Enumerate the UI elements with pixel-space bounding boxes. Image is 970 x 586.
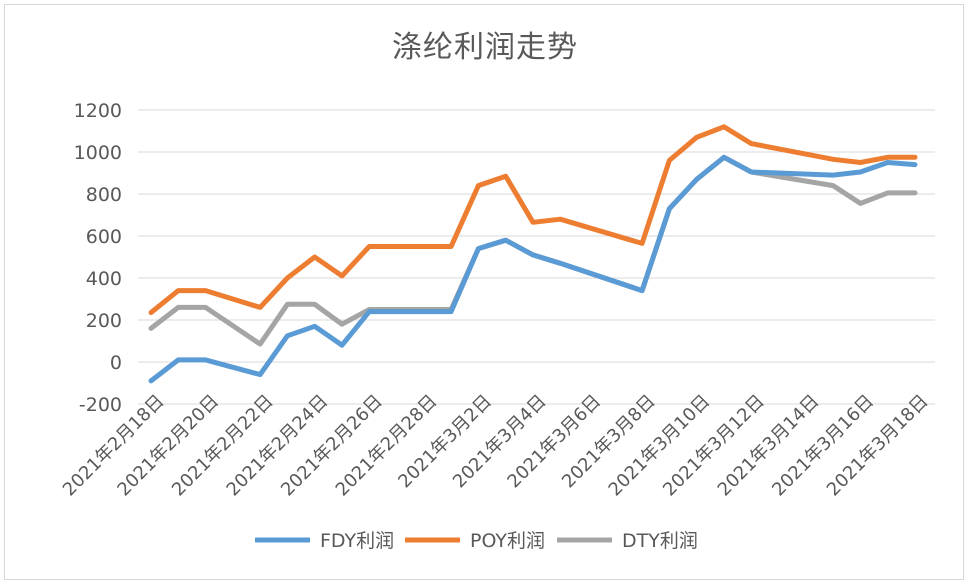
x-tick-label: 2021年3月2日 xyxy=(394,391,496,493)
x-axis-ticks: 2021年2月18日2021年2月20日2021年2月22日2021年2月24日… xyxy=(59,391,933,501)
series-line-poy xyxy=(148,124,918,316)
series-line-dty xyxy=(148,154,918,347)
legend-label: DTY利润 xyxy=(622,530,698,552)
legend: FDY利润 POY利润 DTY利润 xyxy=(255,530,698,552)
x-tick-label: 2021年3月18日 xyxy=(823,391,933,501)
chart-title: 涤纶利润走势 xyxy=(392,30,578,65)
y-axis-ticks: -200 0 200 400 600 800 1000 1200 xyxy=(74,100,122,416)
y-tick-label: 1200 xyxy=(74,100,122,122)
legend-label: POY利润 xyxy=(470,530,545,552)
y-tick-label: 0 xyxy=(110,352,122,374)
y-tick-label: 200 xyxy=(86,310,122,332)
x-tick-label: 2021年3月8日 xyxy=(558,391,660,493)
y-tick-label: -200 xyxy=(79,394,122,416)
series-line-fdy xyxy=(148,154,918,384)
series-lines xyxy=(148,124,918,384)
x-tick-label: 2021年3月4日 xyxy=(449,391,551,493)
y-tick-label: 800 xyxy=(86,184,122,206)
x-tick-label: 2021年3月6日 xyxy=(503,391,605,493)
y-tick-label: 1000 xyxy=(74,142,122,164)
y-tick-label: 400 xyxy=(86,268,122,290)
y-tick-label: 600 xyxy=(86,226,122,248)
legend-label: FDY利润 xyxy=(320,530,394,552)
chart-frame xyxy=(4,4,964,580)
